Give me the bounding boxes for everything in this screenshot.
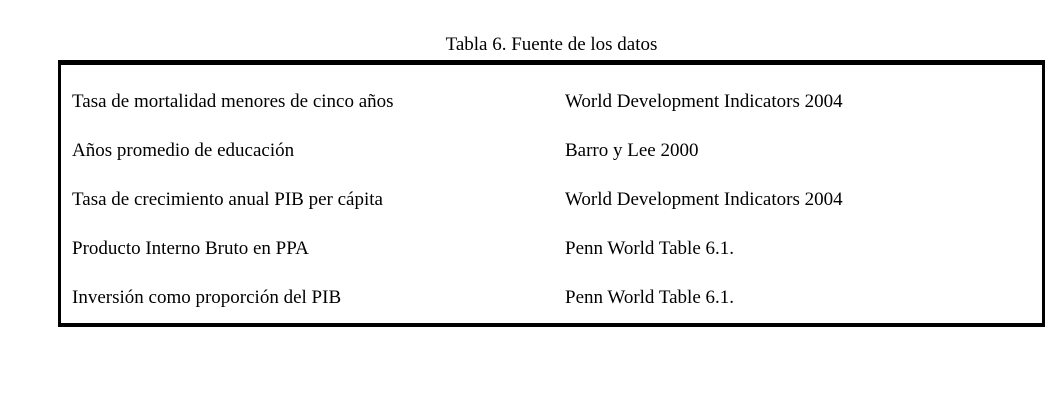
source-cell: Barro y Lee 2000 bbox=[565, 140, 699, 161]
variable-cell: Tasa de mortalidad menores de cinco años bbox=[72, 91, 394, 112]
table-row: Tasa de crecimiento anual PIB per cápita… bbox=[61, 175, 1042, 224]
source-cell: World Development Indicators 2004 bbox=[565, 189, 843, 210]
data-sources-table: Tasa de mortalidad menores de cinco años… bbox=[58, 60, 1045, 327]
source-cell: World Development Indicators 2004 bbox=[565, 91, 843, 112]
table-row: Inversión como proporción del PIB Penn W… bbox=[61, 273, 1042, 322]
variable-cell: Producto Interno Bruto en PPA bbox=[72, 238, 309, 259]
source-cell: Penn World Table 6.1. bbox=[565, 238, 735, 259]
source-cell: Penn World Table 6.1. bbox=[565, 287, 735, 308]
table-caption: Tabla 6. Fuente de los datos bbox=[445, 34, 658, 55]
table-row: Tasa de mortalidad menores de cinco años… bbox=[61, 77, 1042, 126]
variable-cell: Años promedio de educación bbox=[72, 140, 295, 161]
table-row: Producto Interno Bruto en PPA Penn World… bbox=[61, 224, 1042, 273]
variable-cell: Inversión como proporción del PIB bbox=[72, 287, 342, 308]
table-row: Años promedio de educación Barro y Lee 2… bbox=[61, 126, 1042, 175]
variable-cell: Tasa de crecimiento anual PIB per cápita bbox=[72, 189, 383, 210]
